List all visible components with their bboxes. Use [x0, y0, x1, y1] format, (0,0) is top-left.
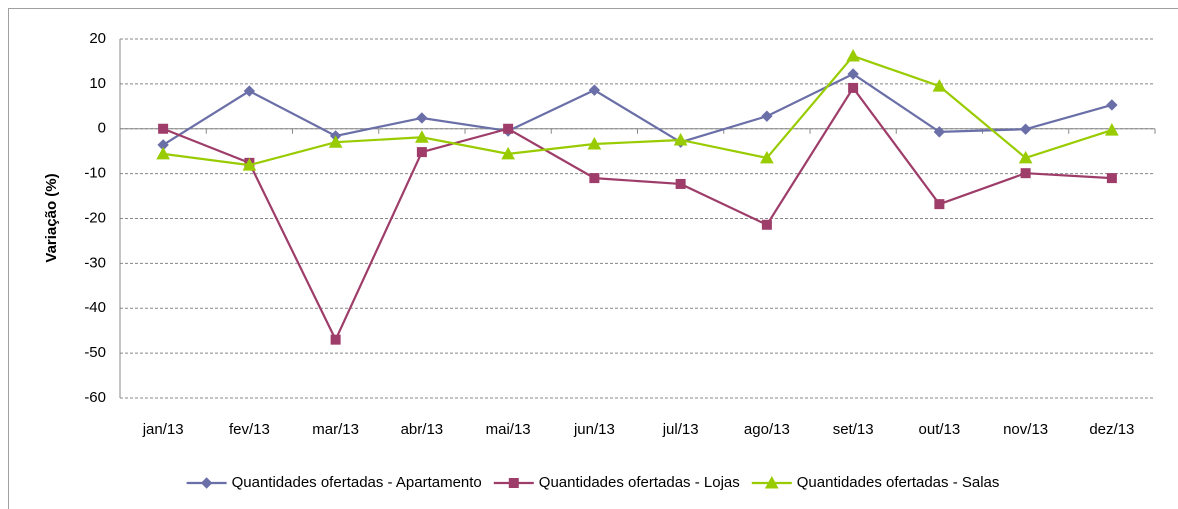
series-line — [162, 85, 1112, 343]
data-point — [415, 130, 429, 143]
y-tick-label: -10 — [84, 165, 106, 182]
data-point — [1105, 123, 1119, 136]
legend-marker — [764, 475, 779, 489]
series-line — [162, 54, 1113, 167]
data-point — [760, 150, 774, 164]
data-point — [847, 68, 859, 80]
data-point — [416, 112, 428, 124]
x-tick-label: dez/13 — [1089, 421, 1134, 438]
data-point — [156, 146, 170, 160]
legend-label: Quantidades ofertadas - Lojas — [539, 474, 740, 491]
data-point — [1106, 173, 1117, 184]
data-point — [761, 219, 772, 230]
x-tick-label: jan/13 — [142, 421, 184, 438]
series-line — [162, 72, 1113, 146]
y-tick-label: -30 — [84, 254, 106, 271]
y-tick-label: 0 — [98, 120, 106, 137]
x-tick-label: abr/13 — [401, 421, 444, 438]
y-tick-label: -40 — [84, 299, 106, 316]
x-tick-label: set/13 — [833, 421, 874, 438]
data-point — [416, 147, 427, 158]
data-point — [588, 84, 601, 96]
legend-label: Quantidades ofertadas - Salas — [797, 474, 1000, 491]
data-point — [242, 158, 257, 171]
data-point — [673, 132, 688, 146]
data-point — [934, 199, 945, 210]
data-point — [589, 173, 600, 184]
data-point — [330, 334, 341, 345]
data-point — [243, 85, 256, 97]
y-tick-label: -60 — [84, 389, 106, 406]
data-point — [846, 49, 860, 62]
data-point — [675, 178, 686, 189]
legend-marker — [508, 478, 519, 488]
legend-label: Quantidades ofertadas - Apartamento — [232, 474, 482, 491]
data-point — [158, 123, 169, 134]
x-tick-label: out/13 — [919, 421, 961, 438]
x-tick-label: ago/13 — [744, 421, 790, 438]
y-tick-label: -20 — [84, 209, 106, 226]
data-point — [933, 126, 946, 138]
legend-marker — [200, 477, 213, 489]
x-tick-label: fev/13 — [229, 421, 270, 438]
x-tick-label: jun/13 — [573, 421, 615, 438]
x-tick-label: jul/13 — [662, 421, 699, 438]
x-tick-label: mai/13 — [486, 421, 531, 438]
x-tick-label: mar/13 — [312, 421, 359, 438]
data-point — [1018, 150, 1033, 164]
data-point — [1019, 123, 1032, 135]
y-tick-label: 10 — [89, 75, 106, 92]
data-point — [503, 123, 514, 134]
data-point — [328, 135, 343, 148]
y-axis-label: Variação (%) — [43, 173, 60, 262]
y-tick-label: 20 — [89, 30, 106, 47]
data-point — [761, 110, 773, 122]
data-point — [501, 146, 515, 160]
data-point — [932, 79, 947, 92]
x-tick-label: nov/13 — [1003, 421, 1048, 438]
data-point — [1106, 99, 1118, 111]
data-point — [848, 82, 859, 93]
data-point — [1020, 168, 1031, 179]
data-point — [587, 136, 602, 150]
chart-border — [8, 8, 1178, 509]
y-tick-label: -50 — [84, 344, 106, 361]
